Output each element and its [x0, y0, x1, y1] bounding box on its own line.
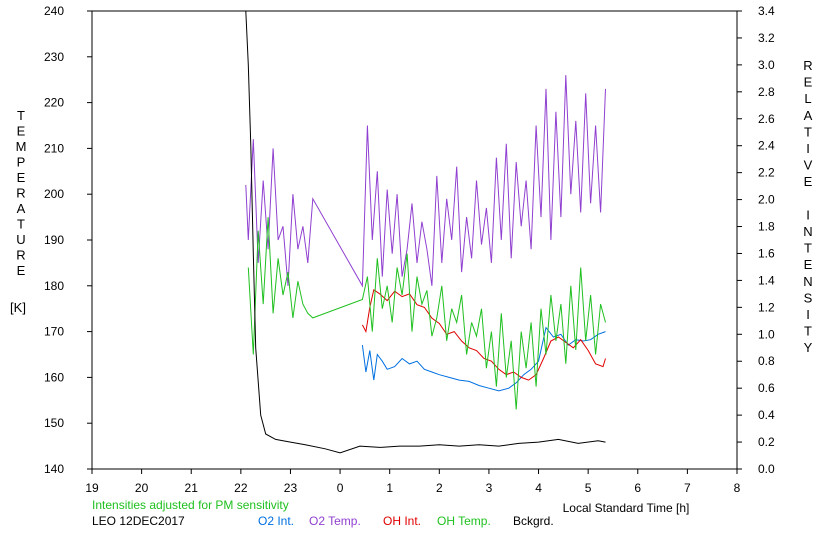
- y-left-title-letter: E: [17, 170, 26, 185]
- y-right-tick-label: 0.4: [758, 408, 775, 422]
- x-tick-label: 23: [284, 481, 298, 495]
- y-right-title-letter: E: [804, 75, 813, 90]
- y-right-tick-label: 2.4: [758, 139, 775, 153]
- legend: O2 Int. O2 Temp. OH Int. OH Temp. Bckgrd.: [258, 514, 554, 528]
- y-left-tick-label: 170: [44, 325, 64, 339]
- y-left-tick-label: 220: [44, 96, 64, 110]
- x-tick-label: 1: [386, 481, 393, 495]
- station-date-label: LEO 12DEC2017: [92, 514, 185, 528]
- y-right-tick-label: 1.8: [758, 220, 775, 234]
- y-right-title-letter: I: [806, 141, 810, 156]
- y-left-title-letter: E: [17, 263, 26, 278]
- x-axis-label: Local Standard Time [h]: [563, 501, 690, 515]
- x-tick-label: 19: [85, 481, 99, 495]
- y-right-tick-label: 1.4: [758, 273, 775, 287]
- y-left-title-letter: P: [17, 155, 26, 170]
- y-left-tick-label: 160: [44, 370, 64, 384]
- y-left-tick-label: 180: [44, 279, 64, 293]
- y-left-title-letter: R: [16, 186, 25, 201]
- x-tick-label: 0: [337, 481, 344, 495]
- y-left-title-letter: A: [17, 201, 26, 216]
- y-right-title-letter: T: [804, 124, 812, 139]
- x-tick-label: 3: [486, 481, 493, 495]
- y-right-tick-label: 2.0: [758, 193, 775, 207]
- series-o2-int: [361, 326, 606, 392]
- y-left-tick-label: 230: [44, 50, 64, 64]
- x-tick-label: 5: [585, 481, 592, 495]
- x-tick-label: 8: [734, 481, 741, 495]
- y-right-tick-label: 0.6: [758, 381, 775, 395]
- legend-o2-int: O2 Int.: [258, 514, 294, 528]
- y-right-title-letter: Y: [804, 340, 813, 355]
- y-left-title-letter: M: [16, 139, 27, 154]
- y-left-tick-label: 140: [44, 462, 64, 476]
- legend-o2-temp: O2 Temp.: [309, 514, 361, 528]
- y-right-title-letter: L: [804, 91, 811, 106]
- y-right-title-letter: A: [804, 108, 813, 123]
- y-left-tick-label: 150: [44, 416, 64, 430]
- y-right-tick-label: 2.6: [758, 112, 775, 126]
- y-right-tick-label: 2.2: [758, 166, 775, 180]
- y-right-tick-label: 1.0: [758, 327, 775, 341]
- series-bckgrd: [245, 10, 606, 454]
- legend-oh-int: OH Int.: [383, 514, 421, 528]
- y-right-tick-label: 1.6: [758, 246, 775, 260]
- x-tick-label: 20: [135, 481, 149, 495]
- y-left-tick-label: 190: [44, 233, 64, 247]
- y-right-title-letter: I: [806, 207, 810, 222]
- y-right-tick-label: 0.0: [758, 462, 775, 476]
- y-right-title-letter: T: [804, 324, 812, 339]
- series-lines: [245, 10, 606, 454]
- x-tick-label: 22: [234, 481, 248, 495]
- y-right-tick-label: 2.8: [758, 85, 775, 99]
- y-right-tick-label: 3.4: [758, 4, 775, 18]
- y-right-title-letter: R: [803, 58, 812, 73]
- y-axis-unit-left: [K]: [10, 300, 26, 315]
- y-right-title-letter: N: [803, 224, 812, 239]
- y-left-title-letter: U: [16, 232, 25, 247]
- y-right-title-letter: S: [804, 290, 813, 305]
- y-right-title-letter: E: [804, 257, 813, 272]
- y-right-tick-label: 0.8: [758, 354, 775, 368]
- y-right-tick-label: 1.2: [758, 300, 775, 314]
- y-right-tick-label: 3.0: [758, 58, 775, 72]
- series-oh-temp: [247, 217, 606, 410]
- y-left-title-letter: T: [17, 108, 25, 123]
- y-right-ticks: 0.0 0.2 0.4 0.6 0.8 1.0 1.2 1.4 1.6 1.8 2.0 2.2 2.4 2…: [737, 4, 775, 476]
- y-right-tick-label: 0.2: [758, 435, 775, 449]
- x-tick-label: 7: [684, 481, 691, 495]
- y-left-ticks: 140 150 160 170 180 190 200 210 220 230 240: [44, 4, 92, 476]
- series-o2-temp: [245, 75, 606, 288]
- axes: [91, 10, 738, 470]
- x-ticks: 19 20 21 22 23 0 1 2 3 4 5 6 7 8: [85, 469, 741, 495]
- y-right-tick-label: 3.2: [758, 31, 775, 45]
- y-right-title-letter: I: [806, 307, 810, 322]
- legend-bckgrd: Bckgrd.: [513, 514, 554, 528]
- y-left-title-letter: R: [16, 248, 25, 263]
- y-left-tick-label: 210: [44, 141, 64, 155]
- y-left-tick-label: 240: [44, 4, 64, 18]
- y-left-title-letter: T: [17, 217, 25, 232]
- y-right-title-letter: V: [804, 158, 813, 173]
- y-left-tick-label: 200: [44, 187, 64, 201]
- x-tick-label: 6: [634, 481, 641, 495]
- x-tick-label: 4: [535, 481, 542, 495]
- y-right-title-letter: N: [803, 274, 812, 289]
- y-right-title-letter: E: [804, 174, 813, 189]
- y-right-title-letter: T: [804, 241, 812, 256]
- legend-oh-temp: OH Temp.: [437, 514, 491, 528]
- sensitivity-note: Intensities adjusted for PM sensitivity: [92, 498, 289, 512]
- x-tick-label: 21: [185, 481, 199, 495]
- y-left-title-letter: E: [17, 124, 26, 139]
- x-tick-label: 2: [436, 481, 443, 495]
